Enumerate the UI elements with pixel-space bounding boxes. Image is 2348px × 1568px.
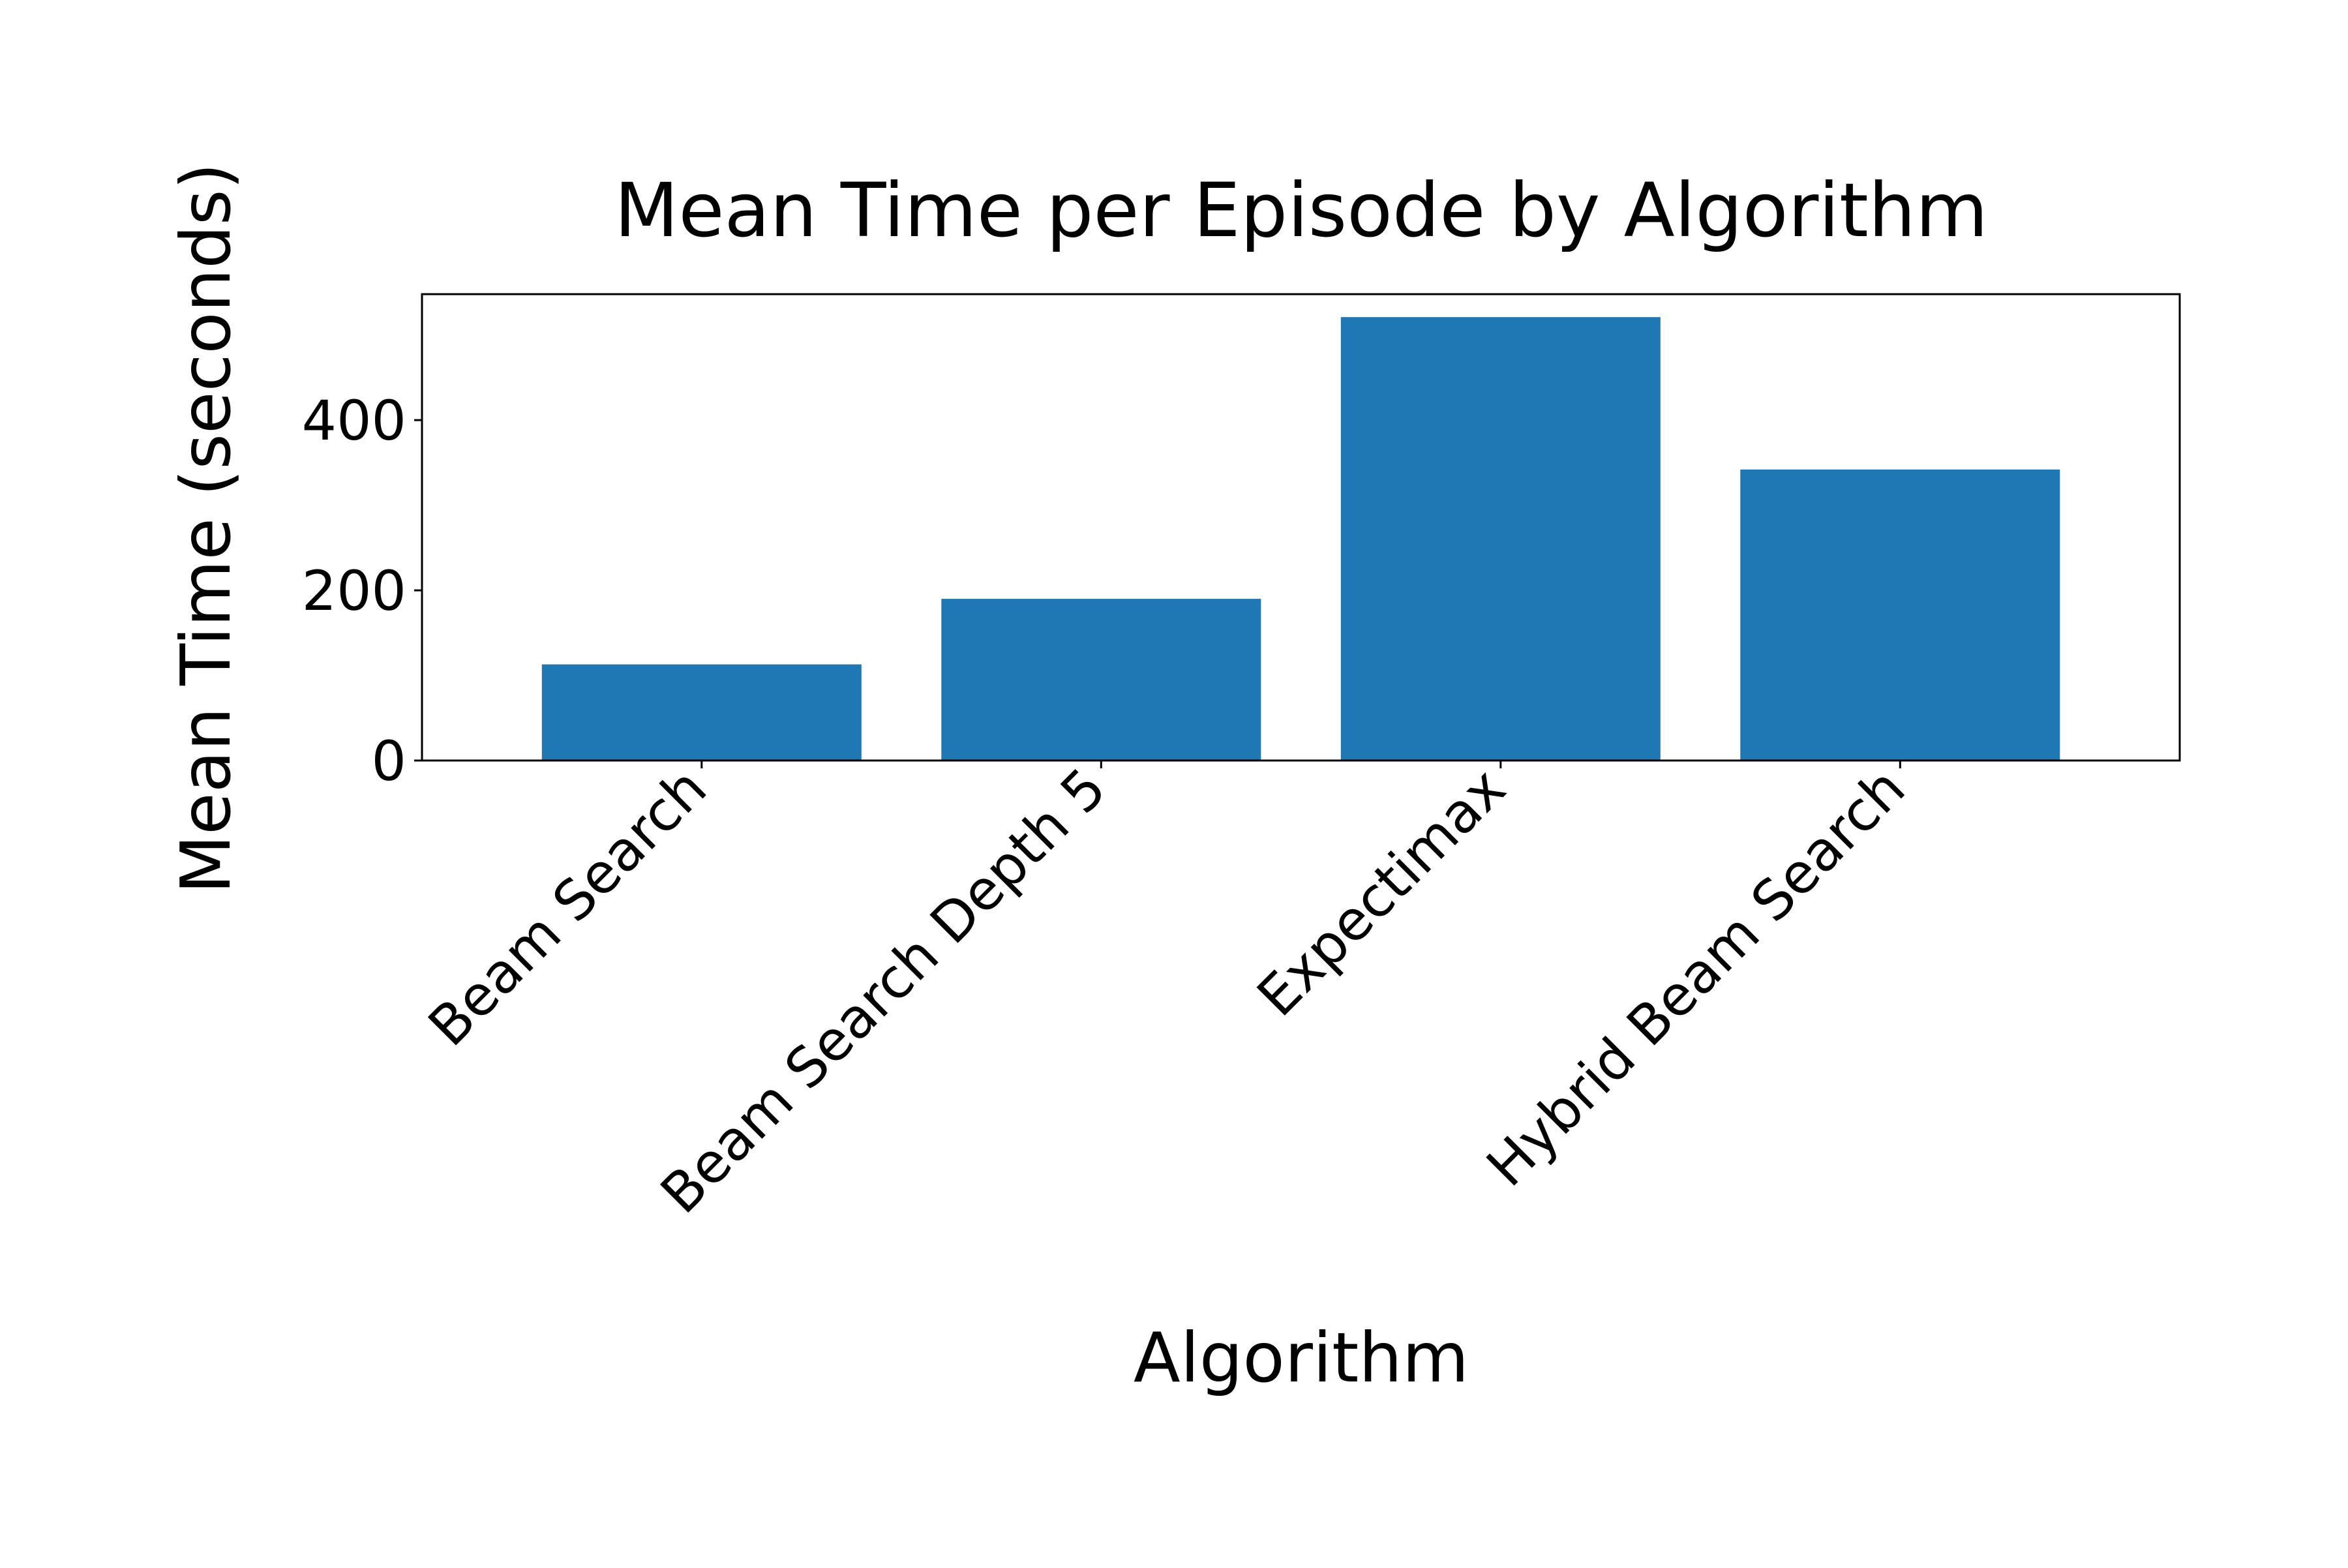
y-tick-label: 0: [372, 729, 406, 793]
x-tick-label: Beam Search Depth 5: [648, 756, 1118, 1226]
bar-beam-search: [541, 664, 862, 761]
x-axis-label: Algorithm: [1134, 1318, 1469, 1398]
y-tick-label: 200: [302, 559, 406, 623]
bar-hybrid-beam-search: [1740, 469, 2060, 761]
x-tick-label: Hybrid Beam Search: [1475, 756, 1918, 1199]
chart-title: Mean Time per Episode by Algorithm: [614, 167, 1988, 254]
bars-layer: [541, 317, 2060, 761]
y-tick-label: 400: [302, 389, 406, 453]
bar-beam-search-depth-5: [941, 599, 1261, 761]
plot-frame: [421, 293, 2181, 762]
x-tick-label: Expectimax: [1245, 756, 1518, 1029]
bar-expectimax: [1340, 317, 1661, 761]
x-tick-label: Beam Search: [416, 756, 719, 1059]
y-axis-label: Mean Time (seconds): [166, 163, 246, 894]
